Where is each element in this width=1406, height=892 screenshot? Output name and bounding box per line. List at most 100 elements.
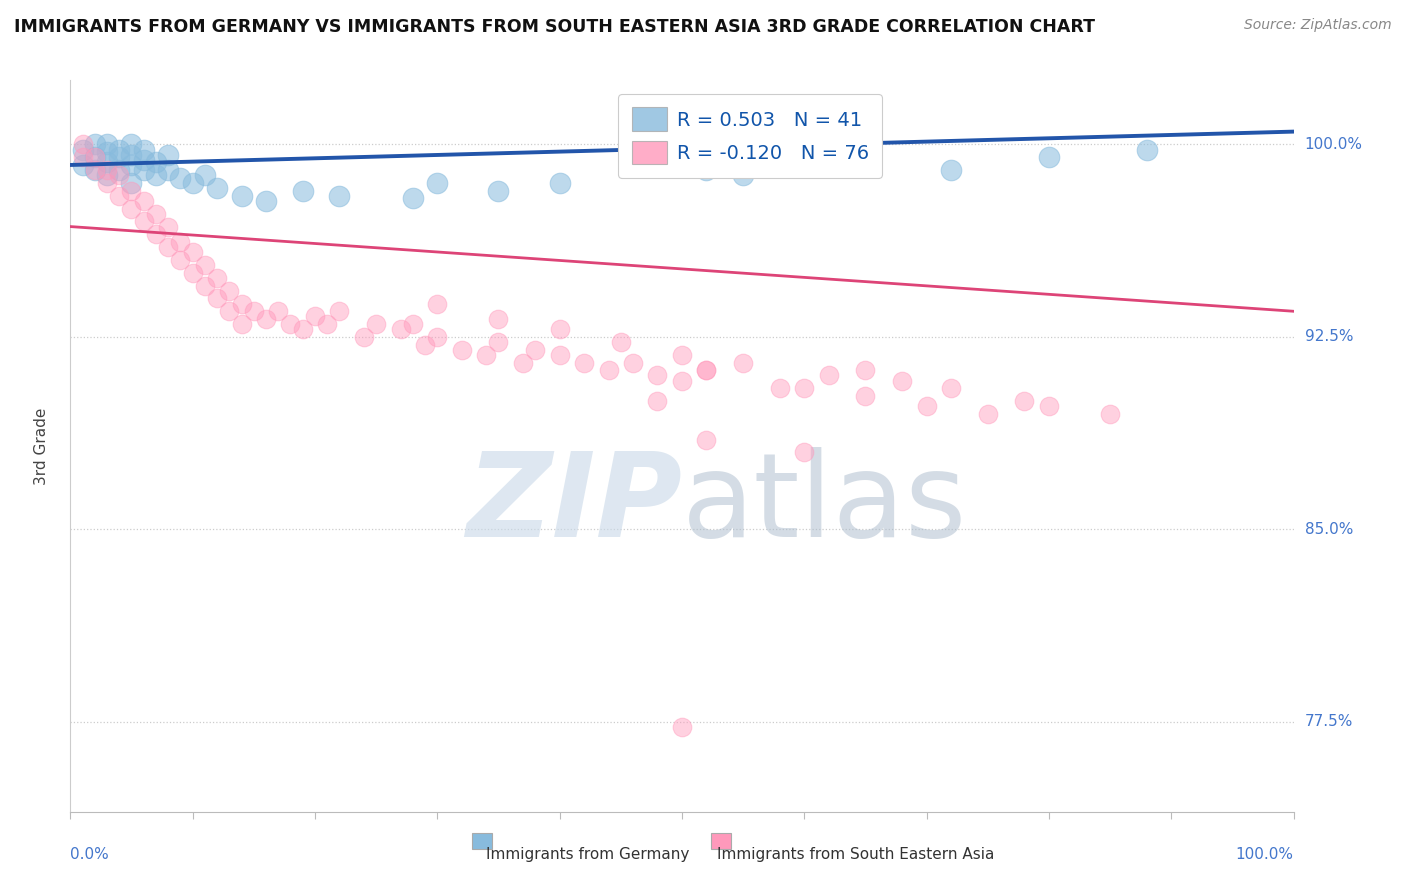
Point [72, 143, 94, 157]
Point [733, 168, 755, 182]
Point [169, 252, 191, 267]
Point [169, 170, 191, 185]
Point [1038, 150, 1060, 164]
Text: 100.0%: 100.0% [1305, 137, 1362, 152]
Point [548, 322, 571, 336]
Point [254, 194, 277, 208]
Point [205, 271, 228, 285]
Point [145, 168, 167, 182]
Point [132, 194, 155, 208]
Point [413, 337, 436, 351]
Point [231, 296, 253, 310]
Text: Source: ZipAtlas.com: Source: ZipAtlas.com [1244, 18, 1392, 32]
Point [353, 330, 375, 344]
Point [524, 343, 547, 357]
Point [121, 137, 143, 152]
Point [671, 348, 693, 362]
Point [96, 137, 118, 152]
Point [83, 150, 105, 164]
Point [855, 389, 877, 403]
Text: 100.0%: 100.0% [1236, 847, 1294, 863]
Point [157, 147, 180, 161]
Point [548, 348, 571, 362]
Point [891, 374, 914, 388]
Point [488, 312, 510, 326]
Point [733, 355, 755, 369]
Point [915, 399, 938, 413]
Point [647, 394, 669, 409]
Point [1038, 399, 1060, 413]
Point [426, 330, 449, 344]
Point [793, 445, 815, 459]
Point [1136, 143, 1159, 157]
Point [108, 143, 131, 157]
Text: 92.5%: 92.5% [1305, 329, 1353, 344]
Text: 77.5%: 77.5% [1305, 714, 1353, 730]
Point [855, 363, 877, 377]
Point [181, 176, 204, 190]
Point [83, 150, 105, 164]
Point [426, 176, 449, 190]
Point [426, 296, 449, 310]
Point [598, 363, 620, 377]
Point [108, 150, 131, 164]
Point [72, 158, 94, 172]
Point [610, 334, 633, 349]
Point [157, 240, 180, 254]
Text: Immigrants from South Eastern Asia: Immigrants from South Eastern Asia [717, 847, 994, 863]
Point [121, 202, 143, 216]
Bar [711, 833, 731, 849]
Point [145, 227, 167, 242]
Point [157, 219, 180, 234]
Point [328, 304, 350, 318]
Point [231, 188, 253, 202]
Point [121, 184, 143, 198]
Point [976, 407, 998, 421]
Point [169, 235, 191, 249]
Y-axis label: 3rd Grade: 3rd Grade [35, 408, 49, 484]
Point [450, 343, 472, 357]
Point [671, 720, 693, 734]
Point [1014, 394, 1036, 409]
Point [145, 207, 167, 221]
Point [145, 155, 167, 169]
Point [72, 137, 94, 152]
Text: Immigrants from Germany: Immigrants from Germany [485, 847, 689, 863]
Point [254, 312, 277, 326]
Point [218, 304, 240, 318]
Point [647, 368, 669, 383]
Point [817, 368, 839, 383]
Point [316, 317, 339, 331]
Bar [472, 833, 492, 849]
Point [205, 181, 228, 195]
Point [304, 310, 326, 324]
Point [205, 292, 228, 306]
Point [83, 163, 105, 178]
Point [939, 381, 962, 395]
Point [157, 163, 180, 178]
Point [548, 176, 571, 190]
Point [96, 168, 118, 182]
Point [695, 433, 717, 447]
Point [121, 176, 143, 190]
Point [389, 322, 412, 336]
Point [267, 304, 290, 318]
Point [855, 158, 877, 172]
Point [291, 322, 314, 336]
Point [695, 363, 717, 377]
Point [402, 317, 425, 331]
Point [108, 163, 131, 178]
Point [132, 163, 155, 178]
Point [96, 155, 118, 169]
Text: atlas: atlas [682, 447, 967, 562]
Point [108, 168, 131, 182]
Point [231, 317, 253, 331]
Point [194, 278, 217, 293]
Point [121, 158, 143, 172]
Point [96, 163, 118, 178]
Point [83, 137, 105, 152]
Point [243, 304, 266, 318]
Point [769, 381, 792, 395]
Point [218, 284, 240, 298]
Point [366, 317, 388, 331]
